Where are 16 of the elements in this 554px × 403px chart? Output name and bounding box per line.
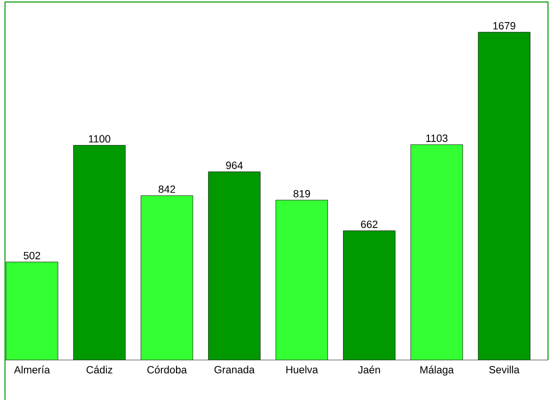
data-label: 1679 bbox=[493, 22, 516, 30]
data-label: 662 bbox=[361, 220, 378, 228]
data-label: 842 bbox=[158, 186, 176, 193]
x-tick-label: Almería bbox=[14, 366, 50, 374]
x-tick-label: Sevilla bbox=[489, 366, 520, 374]
data-label: 1100 bbox=[88, 135, 110, 143]
data-label: 819 bbox=[294, 190, 310, 198]
data-label: 1103 bbox=[426, 134, 448, 142]
x-tick-label: Málaga bbox=[420, 366, 454, 376]
data-label: 502 bbox=[24, 252, 40, 260]
x-tick-label: Huelva bbox=[286, 366, 318, 374]
data-label: 964 bbox=[226, 162, 243, 170]
x-tick-label: Granada bbox=[214, 366, 255, 374]
x-tick-label: Jaén bbox=[358, 366, 380, 374]
x-tick-label: Córdoba bbox=[147, 366, 187, 374]
x-tick-label: Cádiz bbox=[86, 366, 112, 374]
